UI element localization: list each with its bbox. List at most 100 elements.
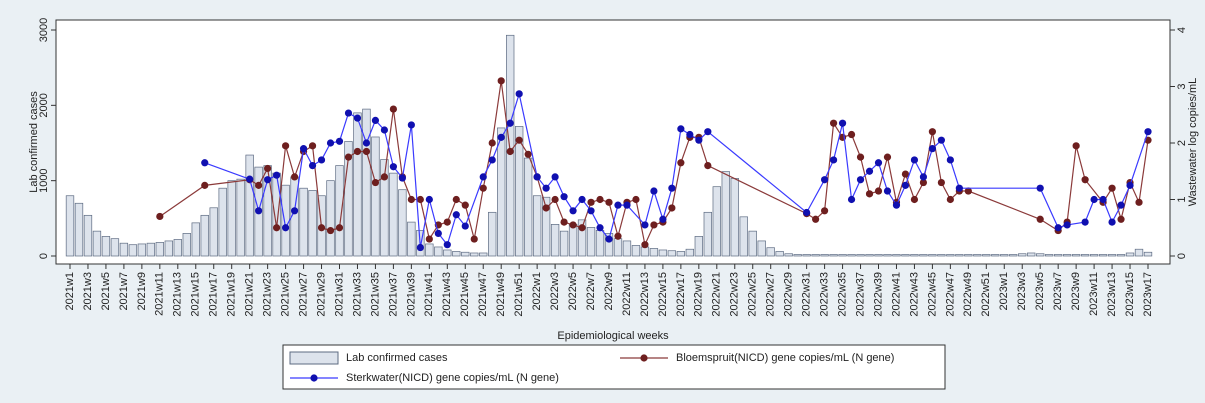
bar bbox=[371, 136, 380, 257]
bar bbox=[856, 254, 865, 257]
series-marker bbox=[1099, 195, 1107, 204]
x-tick-label: 2022w13 bbox=[639, 272, 651, 317]
y2-axis-title: Wastewater log copies/mL bbox=[1187, 78, 1199, 207]
series-marker bbox=[1036, 184, 1044, 192]
x-tick-label: 2021w19 bbox=[226, 272, 238, 317]
series-marker bbox=[416, 195, 424, 204]
x-tick-label: 2021w27 bbox=[297, 272, 309, 317]
bar bbox=[514, 126, 524, 257]
bar bbox=[236, 178, 245, 257]
x-tick-label: 2023w13 bbox=[1106, 272, 1118, 317]
bar bbox=[928, 254, 937, 257]
series-marker bbox=[255, 181, 263, 189]
series-marker bbox=[362, 147, 371, 156]
bar bbox=[577, 219, 587, 257]
x-tick-label: 2022w31 bbox=[801, 272, 813, 317]
bar bbox=[676, 251, 686, 257]
bar bbox=[407, 221, 416, 257]
series-marker bbox=[865, 167, 874, 175]
x-tick-label: 2023w7 bbox=[1052, 272, 1064, 311]
series-marker bbox=[901, 170, 910, 178]
series-marker bbox=[829, 156, 838, 164]
bar bbox=[74, 202, 84, 257]
x-tick-label: 2021w31 bbox=[333, 272, 345, 317]
bar bbox=[164, 240, 173, 257]
y-tick-label: 2000 bbox=[38, 93, 50, 117]
series-marker bbox=[1117, 215, 1125, 223]
series-marker bbox=[425, 235, 433, 243]
series-marker bbox=[201, 181, 209, 189]
series-marker bbox=[569, 221, 577, 229]
series-marker bbox=[1054, 224, 1062, 232]
bar bbox=[613, 238, 623, 257]
bar bbox=[748, 230, 757, 257]
bar bbox=[101, 236, 111, 257]
series-marker bbox=[1144, 128, 1152, 136]
x-tick-label: 2021w5 bbox=[100, 272, 112, 311]
bar bbox=[83, 214, 93, 257]
x-tick-label: 2021w47 bbox=[477, 272, 489, 317]
bar bbox=[65, 195, 75, 257]
series-marker bbox=[461, 201, 469, 209]
x-axis-title: Epidemiological weeks bbox=[557, 330, 669, 342]
series-marker bbox=[677, 125, 685, 133]
bar bbox=[901, 254, 910, 257]
series-marker bbox=[273, 171, 281, 179]
series-marker bbox=[443, 241, 451, 249]
series-marker bbox=[946, 195, 954, 204]
bar bbox=[523, 157, 533, 257]
bar bbox=[802, 254, 811, 257]
series-marker bbox=[282, 224, 290, 232]
series-marker bbox=[290, 173, 299, 181]
bar bbox=[1071, 254, 1081, 257]
bar bbox=[847, 254, 856, 257]
series-marker bbox=[928, 128, 937, 136]
bar bbox=[811, 254, 820, 257]
series-marker bbox=[901, 181, 910, 189]
series-marker bbox=[488, 139, 496, 147]
x-tick-label: 2022w45 bbox=[926, 272, 938, 317]
bar bbox=[470, 252, 479, 257]
series-marker bbox=[425, 195, 433, 204]
x-tick-label: 2022w49 bbox=[962, 272, 974, 317]
bar bbox=[586, 227, 596, 257]
series-marker bbox=[1126, 181, 1134, 189]
series-marker bbox=[264, 164, 272, 173]
series-marker bbox=[1108, 218, 1116, 226]
series-marker bbox=[856, 176, 865, 184]
series-marker bbox=[1108, 184, 1116, 192]
bar bbox=[128, 244, 138, 257]
bar bbox=[497, 127, 506, 257]
series-marker bbox=[479, 184, 487, 192]
series-marker bbox=[488, 156, 496, 164]
series-marker bbox=[587, 198, 595, 206]
bar bbox=[982, 254, 991, 257]
legend-label: Bloemspruit(NICD) gene copies/mL (N gene… bbox=[676, 352, 894, 364]
legend-marker bbox=[640, 354, 648, 362]
y2-tick-label: 3 bbox=[1176, 83, 1188, 89]
bar bbox=[1116, 254, 1126, 257]
x-tick-label: 2021w35 bbox=[369, 272, 381, 317]
bar bbox=[245, 154, 254, 257]
bar bbox=[595, 230, 605, 257]
series-marker bbox=[704, 128, 712, 136]
y-axis-title: Lab confirmed cases bbox=[28, 91, 40, 193]
series-marker bbox=[847, 130, 856, 139]
series-marker bbox=[380, 126, 389, 134]
series-marker bbox=[614, 232, 622, 240]
bar bbox=[1045, 254, 1054, 257]
bar bbox=[550, 224, 560, 257]
series-marker bbox=[937, 136, 945, 144]
bar bbox=[1125, 252, 1135, 257]
bar bbox=[793, 254, 802, 257]
bar bbox=[92, 230, 102, 257]
series-marker bbox=[587, 207, 595, 215]
series-marker bbox=[156, 212, 164, 221]
x-tick-label: 2022w3 bbox=[549, 272, 561, 311]
series-marker bbox=[632, 195, 640, 204]
x-tick-label: 2021w13 bbox=[172, 272, 184, 317]
series-marker bbox=[919, 173, 928, 181]
bar bbox=[326, 180, 335, 257]
y2-tick-label: 1 bbox=[1176, 196, 1188, 202]
series-marker bbox=[704, 162, 712, 170]
